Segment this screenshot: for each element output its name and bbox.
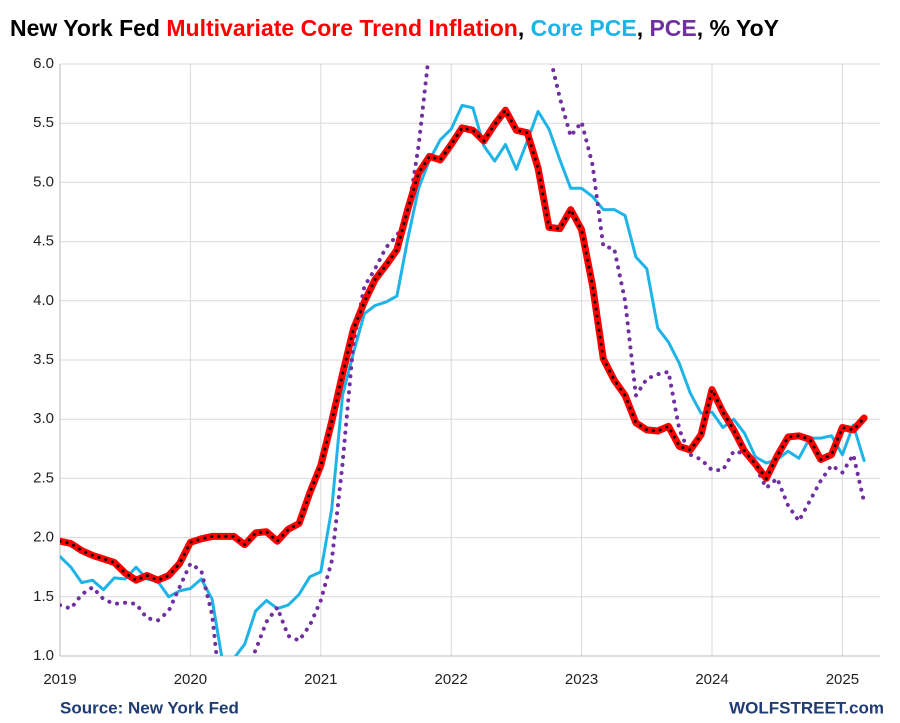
series-line-dots (60, 107, 866, 582)
source: Source: New York Fed (60, 698, 239, 717)
y-tick-label: 1.0 (33, 647, 54, 664)
y-tick-label: 3.5 (33, 351, 54, 368)
y-tick-label: 1.5 (33, 588, 54, 605)
chart-title: New York Fed Multivariate Core Trend Inf… (10, 15, 779, 41)
x-tick-label: 2025 (826, 671, 859, 688)
plot-area (60, 64, 868, 656)
x-tick-label: 2021 (304, 671, 337, 688)
y-tick-label: 4.0 (33, 292, 54, 309)
title-part: , (518, 15, 531, 41)
axis-labels: 1.0 1.5 2.0 2.5 3.0 3.5 4.0 4.5 5.0 5.5 6.0 2019 202… (33, 55, 859, 688)
y-tick-label: 2.0 (33, 529, 54, 546)
title-part: , (637, 15, 650, 41)
y-tick-label: 5.5 (33, 114, 54, 131)
x-tick-label: 2023 (565, 671, 598, 688)
x-tick-label: 2019 (43, 671, 76, 688)
title-part: Multivariate Core Trend Inflation (166, 15, 517, 41)
y-tick-label: 4.5 (33, 233, 54, 250)
credit: WOLFSTREET.com (729, 698, 884, 717)
x-tick-label: 2022 (435, 671, 468, 688)
title-part: Core PCE (531, 15, 637, 41)
series-line (60, 106, 868, 584)
grid (59, 63, 880, 657)
y-tick-label: 3.0 (33, 410, 54, 427)
title-part: , % YoY (697, 15, 779, 41)
x-tick-label: 2020 (174, 671, 207, 688)
y-tick-label: 5.0 (33, 173, 54, 190)
title-part: New York Fed (10, 15, 166, 41)
y-tick-label: 6.0 (33, 55, 54, 72)
x-tick-label: 2024 (695, 671, 728, 688)
title-part: PCE (649, 15, 696, 41)
series-line (60, 103, 866, 656)
y-tick-label: 2.5 (33, 469, 54, 486)
